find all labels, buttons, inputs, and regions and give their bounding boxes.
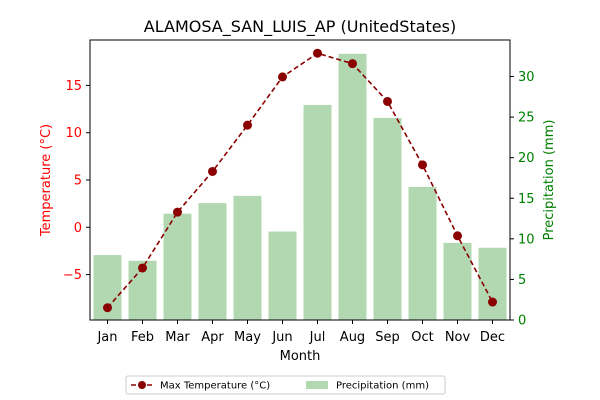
temp-tick-label: 5 — [74, 174, 82, 189]
precip-tick-label: 0 — [518, 314, 526, 329]
precip-bar-mar — [163, 213, 192, 320]
temp-point-nov — [453, 231, 462, 241]
legend-label-precipitation: Precipitation (mm) — [336, 381, 429, 392]
x-tick-label: Jan — [96, 330, 117, 345]
temp-tick-label: 15 — [65, 79, 82, 94]
temp-point-oct — [418, 160, 427, 170]
x-tick-label: May — [234, 330, 261, 345]
temp-point-feb — [138, 263, 147, 273]
temperature-line — [103, 48, 497, 313]
temp-tick-label: 0 — [74, 221, 82, 236]
precip-bar-apr — [198, 203, 227, 320]
x-axis: Jan Feb Mar Apr May Jun Jul Aug Sep Oct Nov Dec — [96, 320, 505, 345]
precipitation-axis-title: Precipitation (mm) — [542, 120, 557, 241]
x-tick-label: Aug — [340, 330, 365, 345]
legend: Max Temperature (°C) Precipitation (mm) — [125, 375, 446, 395]
x-tick-label: Oct — [411, 330, 433, 345]
temp-point-jun — [278, 72, 287, 82]
temp-point-apr — [208, 166, 217, 176]
precip-tick-label: 15 — [518, 192, 535, 207]
temp-tick-label: 10 — [65, 126, 82, 141]
precip-bar-aug — [338, 53, 367, 321]
x-axis-title: Month — [280, 349, 321, 364]
temp-tick-label: −5 — [63, 268, 82, 283]
temp-point-dec — [488, 297, 497, 307]
temp-point-sep — [383, 96, 392, 106]
temp-point-aug — [348, 59, 357, 69]
precip-tick-label: 10 — [518, 232, 535, 247]
precip-tick-label: 20 — [518, 151, 535, 166]
precip-tick-label: 25 — [518, 111, 535, 126]
legend-frame — [125, 375, 446, 395]
precip-bar-jul — [303, 104, 332, 320]
precip-tick-label: 5 — [518, 273, 526, 288]
chart-title: ALAMOSA_SAN_LUIS_AP (UnitedStates) — [144, 17, 456, 37]
x-tick-label: Jul — [309, 330, 326, 345]
x-tick-label: Apr — [201, 330, 224, 345]
temperature-line-path — [106, 52, 494, 309]
temp-point-may — [243, 120, 252, 130]
precip-tick-label: 30 — [518, 70, 535, 85]
precipitation-axis: 0 5 10 15 20 25 30 — [510, 70, 535, 329]
x-tick-label: Nov — [445, 330, 471, 345]
x-tick-label: Mar — [165, 330, 190, 345]
precip-bar-may — [233, 195, 262, 320]
x-tick-label: Feb — [131, 330, 154, 345]
legend-marker-swatch — [138, 381, 146, 389]
precip-bar-jun — [268, 231, 297, 320]
temp-point-jan — [103, 303, 112, 313]
x-tick-label: Sep — [375, 330, 400, 345]
x-tick-label: Dec — [480, 330, 505, 345]
precip-bar-oct — [408, 186, 437, 320]
temperature-axis: −5 0 5 10 15 — [63, 79, 90, 283]
precipitation-bars — [93, 53, 507, 321]
legend-bar-swatch — [306, 381, 328, 389]
x-tick-label: Jun — [271, 330, 292, 345]
temp-point-jul — [313, 48, 322, 58]
legend-label-temperature: Max Temperature (°C) — [160, 381, 270, 392]
temp-point-mar — [173, 207, 182, 217]
temperature-axis-title: Temperature (°C) — [39, 124, 54, 237]
precip-bar-sep — [373, 117, 402, 320]
precip-bar-nov — [443, 242, 472, 320]
